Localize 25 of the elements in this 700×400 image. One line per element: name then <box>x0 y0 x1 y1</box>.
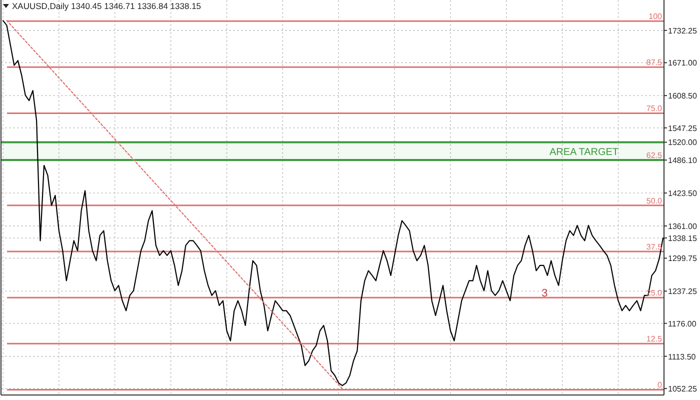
y-tick-label: 1361.00 <box>668 222 698 231</box>
y-tick-label: 1299.75 <box>668 254 698 264</box>
y-tick-label: 1486.10 <box>668 156 698 166</box>
y-tick-label: 1608.50 <box>668 92 698 101</box>
annotation: 50.0 <box>646 196 663 206</box>
y-tick-label: 1338.15 <box>668 234 698 243</box>
annotation: 87.5 <box>646 58 663 68</box>
annotation: 12.5 <box>646 334 663 344</box>
y-tick-label: 1520.00 <box>668 138 698 148</box>
chart-title: XAUUSD,Daily 1340.45 1346.71 1336.84 1338.15 <box>12 1 202 11</box>
y-tick-label: 1547.25 <box>668 124 698 133</box>
annotation: 75.0 <box>646 104 663 114</box>
annotation: 0 <box>658 380 663 390</box>
y-tick-label: 1176.00 <box>668 319 697 328</box>
annotation: 3 <box>542 287 548 300</box>
annotation: 100 <box>648 12 663 22</box>
y-tick-label: 1237.25 <box>668 287 698 296</box>
y-tick-label: 1732.25 <box>668 26 698 36</box>
line-series <box>2 20 664 386</box>
y-tick-label: 1423.50 <box>668 189 698 198</box>
y-tick-label: 1052.25 <box>668 384 698 394</box>
annotation: 62.5 <box>646 151 663 160</box>
y-tick-label: 1671.00 <box>668 58 698 68</box>
band-label: AREA TARGET <box>549 147 619 158</box>
y-tick-label: 1113.50 <box>668 352 696 362</box>
